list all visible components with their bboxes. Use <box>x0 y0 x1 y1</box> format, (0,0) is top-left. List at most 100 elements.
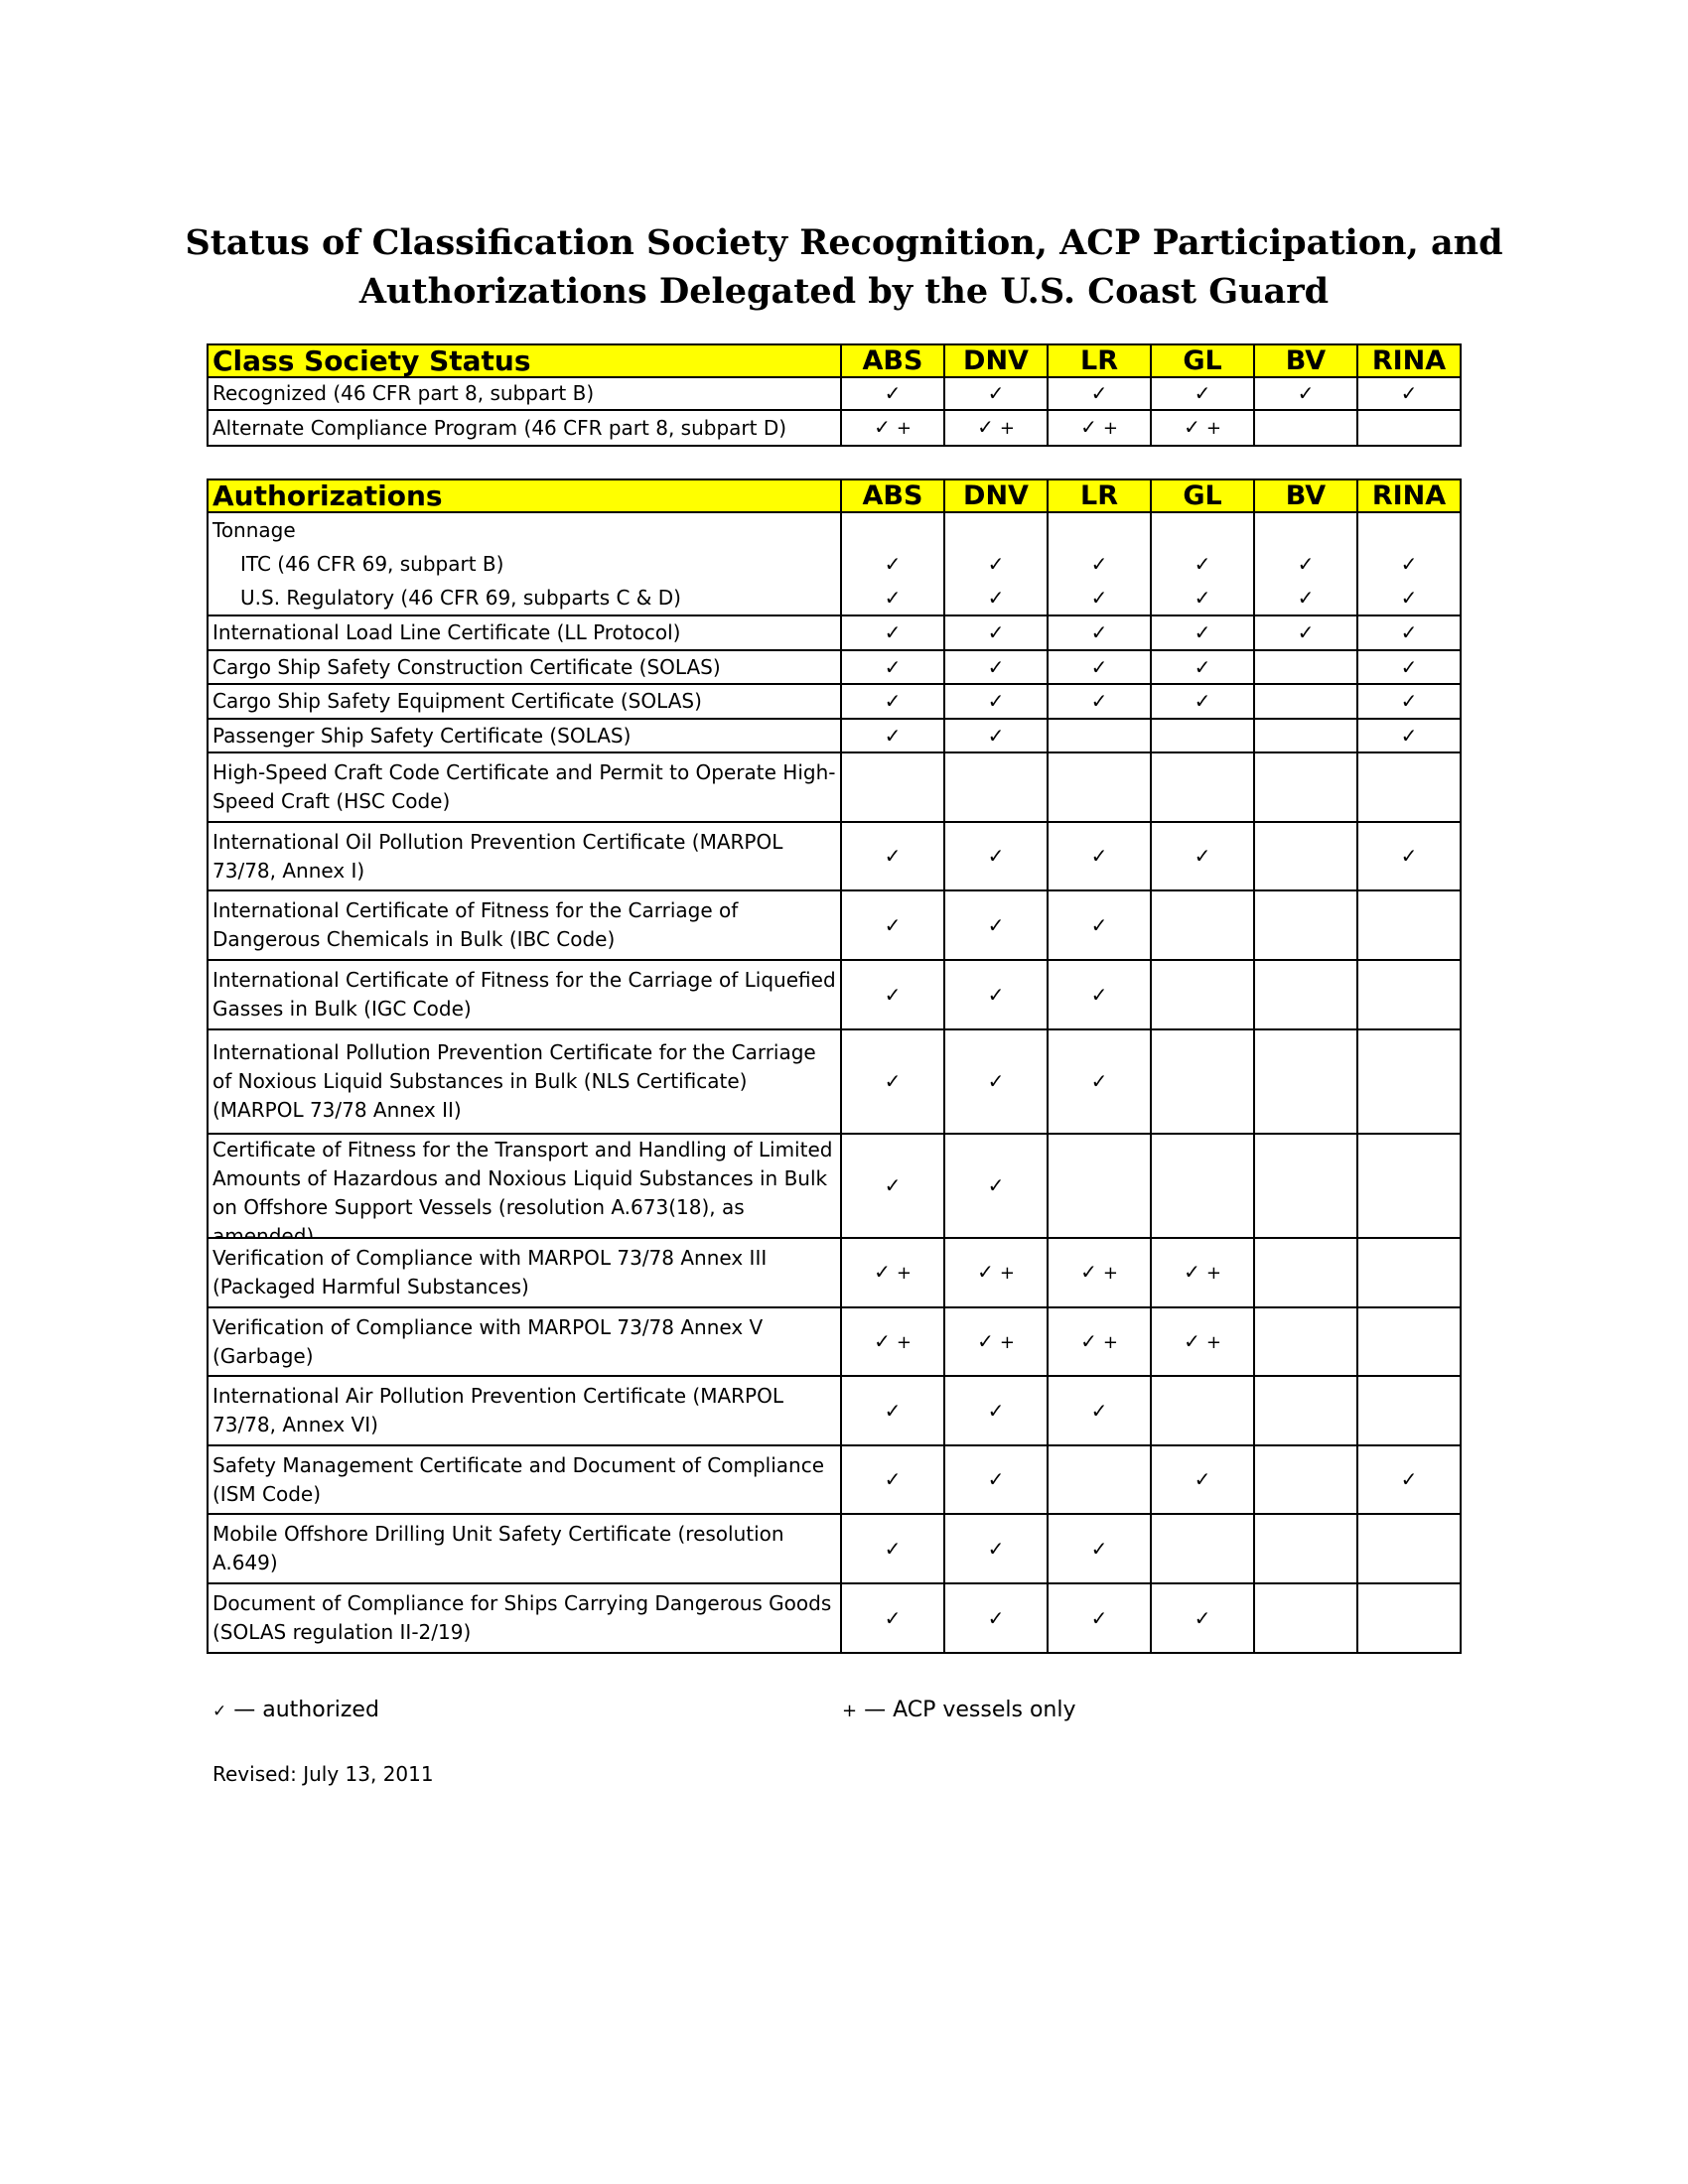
check-icon: ✓ <box>884 381 902 405</box>
table-row: Verification of Compliance with MARPOL 7… <box>207 1237 1462 1308</box>
row-label-text: Certificate of Fitness for the Transport… <box>212 1137 833 1237</box>
status-cell-abs: ✓ + <box>840 409 945 447</box>
tonnage-subrow-label: U.S. Regulatory (46 CFR 69, subparts C &… <box>240 586 681 610</box>
row-label: International Oil Pollution Prevention C… <box>207 821 842 891</box>
row-label: Recognized (46 CFR part 8, subpart B) <box>207 376 842 411</box>
status-cell-dnv: ✓ <box>943 614 1049 651</box>
check-icon: ✓ <box>884 552 902 576</box>
status-cell-lr: ✓ + <box>1047 1237 1152 1308</box>
row-label-text: Safety Management Certificate and Docume… <box>212 1452 824 1506</box>
plus-icon: + <box>1102 1331 1118 1353</box>
status-cell-lr: ✓ <box>1047 1028 1152 1135</box>
check-icon: ✓ <box>1297 620 1315 644</box>
column-header-bv: BV <box>1253 478 1358 513</box>
check-icon: ✓ <box>874 1260 891 1284</box>
check-icon: ✓ <box>1297 381 1315 405</box>
check-icon: ✓ <box>1090 620 1108 644</box>
status-cell-rina: ✓ <box>1356 718 1462 753</box>
row-label-text: International Oil Pollution Prevention C… <box>212 829 783 883</box>
subrow-cell: ✓ <box>846 547 939 581</box>
status-cell-abs: ✓ <box>840 821 945 891</box>
table-row: Alternate Compliance Program (46 CFR par… <box>207 409 1462 447</box>
status-cell-rina <box>1356 1582 1462 1654</box>
subrow-cell: ✓ <box>1362 547 1456 581</box>
table-row: Verification of Compliance with MARPOL 7… <box>207 1306 1462 1377</box>
blank-line <box>846 514 939 547</box>
status-cell-lr <box>1047 751 1152 823</box>
row-label-text: Verification of Compliance with MARPOL 7… <box>212 1246 768 1298</box>
status-cell-bv <box>1253 718 1358 753</box>
status-cell-gl: ✓ + <box>1150 1306 1255 1377</box>
check-icon: ✓ <box>874 415 891 439</box>
status-cell-dnv: ✓ <box>943 376 1049 411</box>
check-icon: ✓ <box>884 723 902 748</box>
status-cell-rina: ✓ <box>1356 683 1462 720</box>
row-label-text: International Load Line Certificate (LL … <box>212 620 681 644</box>
status-cell-bv <box>1253 1028 1358 1135</box>
plus-icon: + <box>896 1263 912 1284</box>
status-cell-abs: ✓ <box>840 1513 945 1584</box>
row-label: Verification of Compliance with MARPOL 7… <box>207 1306 842 1377</box>
check-icon: ✓ <box>987 723 1005 748</box>
check-icon: ✓ <box>1184 1328 1200 1353</box>
row-label: International Certificate of Fitness for… <box>207 959 842 1030</box>
check-icon: ✓ <box>212 1702 227 1721</box>
check-icon: ✓ <box>1194 689 1211 713</box>
check-icon: ✓ <box>1400 1467 1418 1491</box>
table-row: International Certificate of Fitness for… <box>207 889 1462 961</box>
status-cell-bv: ✓ ✓ <box>1253 511 1358 616</box>
subrow-cell: ✓ <box>1259 547 1352 581</box>
check-icon: ✓ <box>1090 982 1108 1007</box>
status-cell-lr: ✓ <box>1047 889 1152 961</box>
status-cell-lr: ✓ <box>1047 1513 1152 1584</box>
check-icon: ✓ <box>987 381 1005 405</box>
status-cell-bv <box>1253 1375 1358 1446</box>
check-icon: ✓ <box>1184 1260 1200 1284</box>
check-icon: ✓ <box>987 912 1005 937</box>
status-cell-bv <box>1253 1444 1358 1515</box>
row-label: Safety Management Certificate and Docume… <box>207 1444 842 1515</box>
row-label-text: Passenger Ship Safety Certificate (SOLAS… <box>212 723 632 748</box>
row-label: International Pollution Prevention Certi… <box>207 1028 842 1135</box>
check-icon: ✓ <box>1090 654 1108 679</box>
check-icon: ✓ <box>977 1328 994 1353</box>
column-header-abs: ABS <box>840 478 945 513</box>
status-cell-dnv: ✓ <box>943 1513 1049 1584</box>
plus-icon: + <box>999 418 1015 439</box>
check-icon: ✓ <box>874 1328 891 1353</box>
status-cell-rina: ✓ <box>1356 1444 1462 1515</box>
check-icon: ✓ <box>1090 586 1108 610</box>
row-label: Cargo Ship Safety Equipment Certificate … <box>207 683 842 720</box>
status-cell-rina <box>1356 1028 1462 1135</box>
status-cell-rina <box>1356 409 1462 447</box>
check-icon: ✓ <box>884 1069 902 1093</box>
plus-icon: + <box>896 1331 912 1353</box>
row-label: Document of Compliance for Ships Carryin… <box>207 1582 842 1654</box>
check-icon: ✓ <box>987 1605 1005 1630</box>
check-icon: ✓ <box>884 1536 902 1561</box>
table-row: Recognized (46 CFR part 8, subpart B) ✓ ✓ ✓… <box>207 376 1462 411</box>
status-cell-abs: ✓ <box>840 1133 945 1239</box>
status-cell-lr: ✓ <box>1047 959 1152 1030</box>
subrow-cell: ✓ <box>1259 581 1352 614</box>
table-row: Document of Compliance for Ships Carryin… <box>207 1582 1462 1654</box>
subrow-cell: ✓ <box>1156 581 1249 614</box>
plus-icon: + <box>1205 418 1221 439</box>
status-cell-gl: ✓ <box>1150 376 1255 411</box>
status-cell-dnv: ✓ + <box>943 1306 1049 1377</box>
status-cell-rina: ✓ <box>1356 821 1462 891</box>
status-cell-bv <box>1253 1582 1358 1654</box>
subrow-cell: ✓ <box>949 547 1043 581</box>
status-cell-lr: ✓ <box>1047 649 1152 685</box>
status-cell-abs: ✓ <box>840 889 945 961</box>
status-cell-bv <box>1253 409 1358 447</box>
status-cell-lr: ✓ <box>1047 683 1152 720</box>
status-cell-gl <box>1150 718 1255 753</box>
status-cell-abs: ✓ + <box>840 1237 945 1308</box>
plus-icon: + <box>1102 1263 1118 1284</box>
status-cell-dnv <box>943 751 1049 823</box>
check-icon: ✓ <box>1194 586 1211 610</box>
row-label-text: Recognized (46 CFR part 8, subpart B) <box>212 381 595 405</box>
status-cell-gl: ✓ + <box>1150 1237 1255 1308</box>
table-row: International Certificate of Fitness for… <box>207 959 1462 1030</box>
